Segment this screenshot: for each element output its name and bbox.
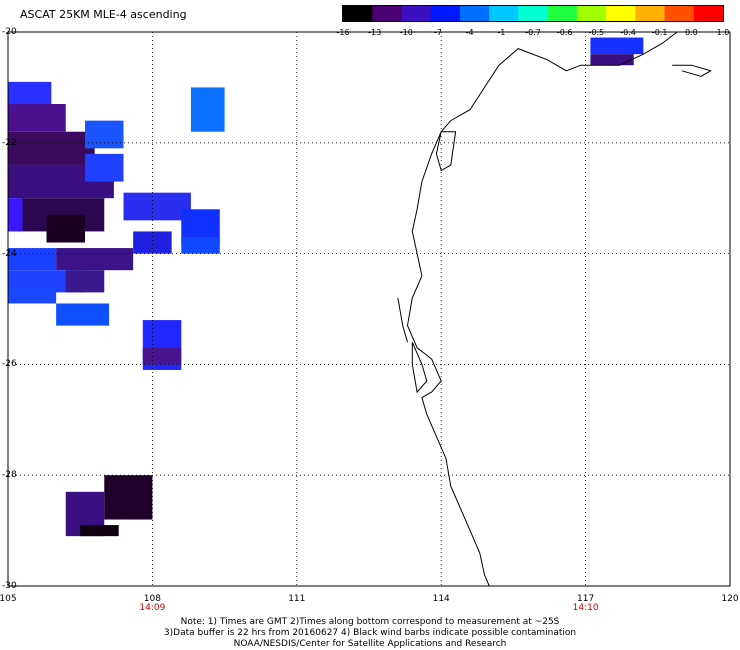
- pass-time-label: 14:10: [572, 603, 599, 613]
- scatterometer-cell: [590, 54, 634, 66]
- scatterometer-cell: [142, 347, 182, 365]
- note-line-2: 3)Data buffer is 22 hrs from 20160627 4)…: [163, 628, 577, 638]
- scatterometer-cell: [104, 475, 153, 520]
- colorbar: [342, 5, 724, 22]
- map-frame: [7, 31, 731, 587]
- scatterometer-cell: [8, 81, 52, 105]
- coastline: [672, 64, 712, 77]
- scatterometer-cell: [65, 270, 105, 293]
- scatterometer-cell: [46, 214, 86, 243]
- colorbar-swatch: [693, 6, 723, 21]
- colorbar-swatch: [664, 6, 695, 21]
- scatterometer-cell: [8, 104, 66, 132]
- colorbar-swatch: [606, 6, 636, 21]
- lat-tick-label: -26: [2, 359, 17, 370]
- lon-tick-label: 117: [577, 594, 595, 604]
- scatterometer-cell: [56, 303, 110, 326]
- lat-tick-label: -30: [2, 581, 17, 591]
- scatterometer-cell: [85, 120, 124, 149]
- lon-tick-label: 108: [143, 594, 161, 604]
- coastline: [397, 297, 408, 343]
- coastline: [406, 64, 500, 587]
- lat-tick-label: -20: [2, 27, 17, 37]
- lon-tick-label: 120: [721, 594, 739, 604]
- scatterometer-cell: [80, 525, 119, 537]
- lon-tick-label: 114: [432, 594, 450, 604]
- colorbar-swatch: [372, 6, 402, 21]
- colorbar-swatch: [343, 6, 373, 21]
- lat-tick-label: -28: [2, 470, 17, 481]
- map-title: ASCAT 25KM MLE-4 ascending: [20, 8, 187, 21]
- scatterometer-cell: [123, 192, 191, 221]
- scatterometer-cell: [190, 87, 225, 132]
- lon-tick-label: 111: [288, 594, 306, 604]
- colorbar-swatch: [459, 6, 490, 21]
- colorbar-swatch: [430, 6, 461, 21]
- coastline: [435, 131, 457, 172]
- lat-tick-label: -24: [2, 248, 17, 259]
- scatterometer-cell: [133, 231, 172, 254]
- lat-tick-label: -22: [2, 137, 17, 148]
- coastline: [411, 342, 428, 394]
- pass-time-label: 14:09: [139, 603, 166, 613]
- scatterometer-cell: [590, 37, 644, 55]
- scatterometer-cell: [56, 248, 134, 271]
- colorbar-swatch: [518, 6, 549, 21]
- colorbar-swatches: [343, 6, 723, 21]
- scatterometer-cell: [181, 236, 220, 254]
- note-line-3: NOAA/NESDIS/Center for Satellite Applica…: [233, 639, 507, 649]
- colorbar-swatch: [635, 6, 666, 21]
- scatterometer-cell: [8, 286, 57, 304]
- colorbar-swatch: [489, 6, 519, 21]
- coastline: [498, 31, 678, 72]
- scatterometer-cell: [8, 198, 23, 232]
- scatterometer-cell: [8, 131, 95, 165]
- scatterometer-cell: [85, 153, 124, 182]
- colorbar-swatch: [401, 6, 432, 21]
- lon-tick-label: 105: [0, 594, 17, 604]
- note-line-1: Note: 1) Times are GMT 2)Times along bot…: [180, 617, 560, 627]
- colorbar-swatch: [576, 6, 607, 21]
- colorbar-swatch: [547, 6, 578, 21]
